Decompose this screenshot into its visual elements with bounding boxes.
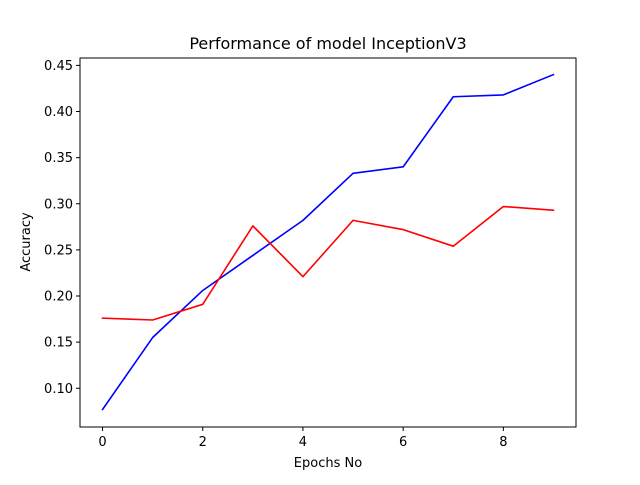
- axes-frame: [79, 57, 577, 428]
- y-tick-label: 0.15: [44, 336, 73, 351]
- x-tick-label: 0: [98, 435, 106, 450]
- y-tick-label: 0.10: [44, 382, 73, 397]
- y-tick-label: 0.35: [44, 151, 73, 166]
- y-tick-label: 0.45: [44, 59, 73, 74]
- y-tick-label: 0.20: [44, 290, 73, 305]
- x-tick-label: 2: [199, 435, 207, 450]
- series-line-2: [101, 205, 555, 321]
- y-tick-label: 0.25: [44, 243, 73, 258]
- y-axis-label: Accuracy: [19, 212, 34, 272]
- x-tick-label: 6: [399, 435, 407, 450]
- chart-title: Performance of model InceptionV3: [189, 34, 466, 53]
- plot-area: 0 2 4 6 8 0.10 0.15 0.20 0.25 0.30 0.35 0.40 0.45: [44, 57, 577, 450]
- x-tick-label: 8: [499, 435, 507, 450]
- x-axis-label: Epochs No: [294, 456, 362, 471]
- x-tick-label: 4: [299, 435, 307, 450]
- series-line-1: [101, 73, 555, 411]
- y-tick-label: 0.30: [44, 197, 73, 212]
- y-tick-label: 0.40: [44, 105, 73, 120]
